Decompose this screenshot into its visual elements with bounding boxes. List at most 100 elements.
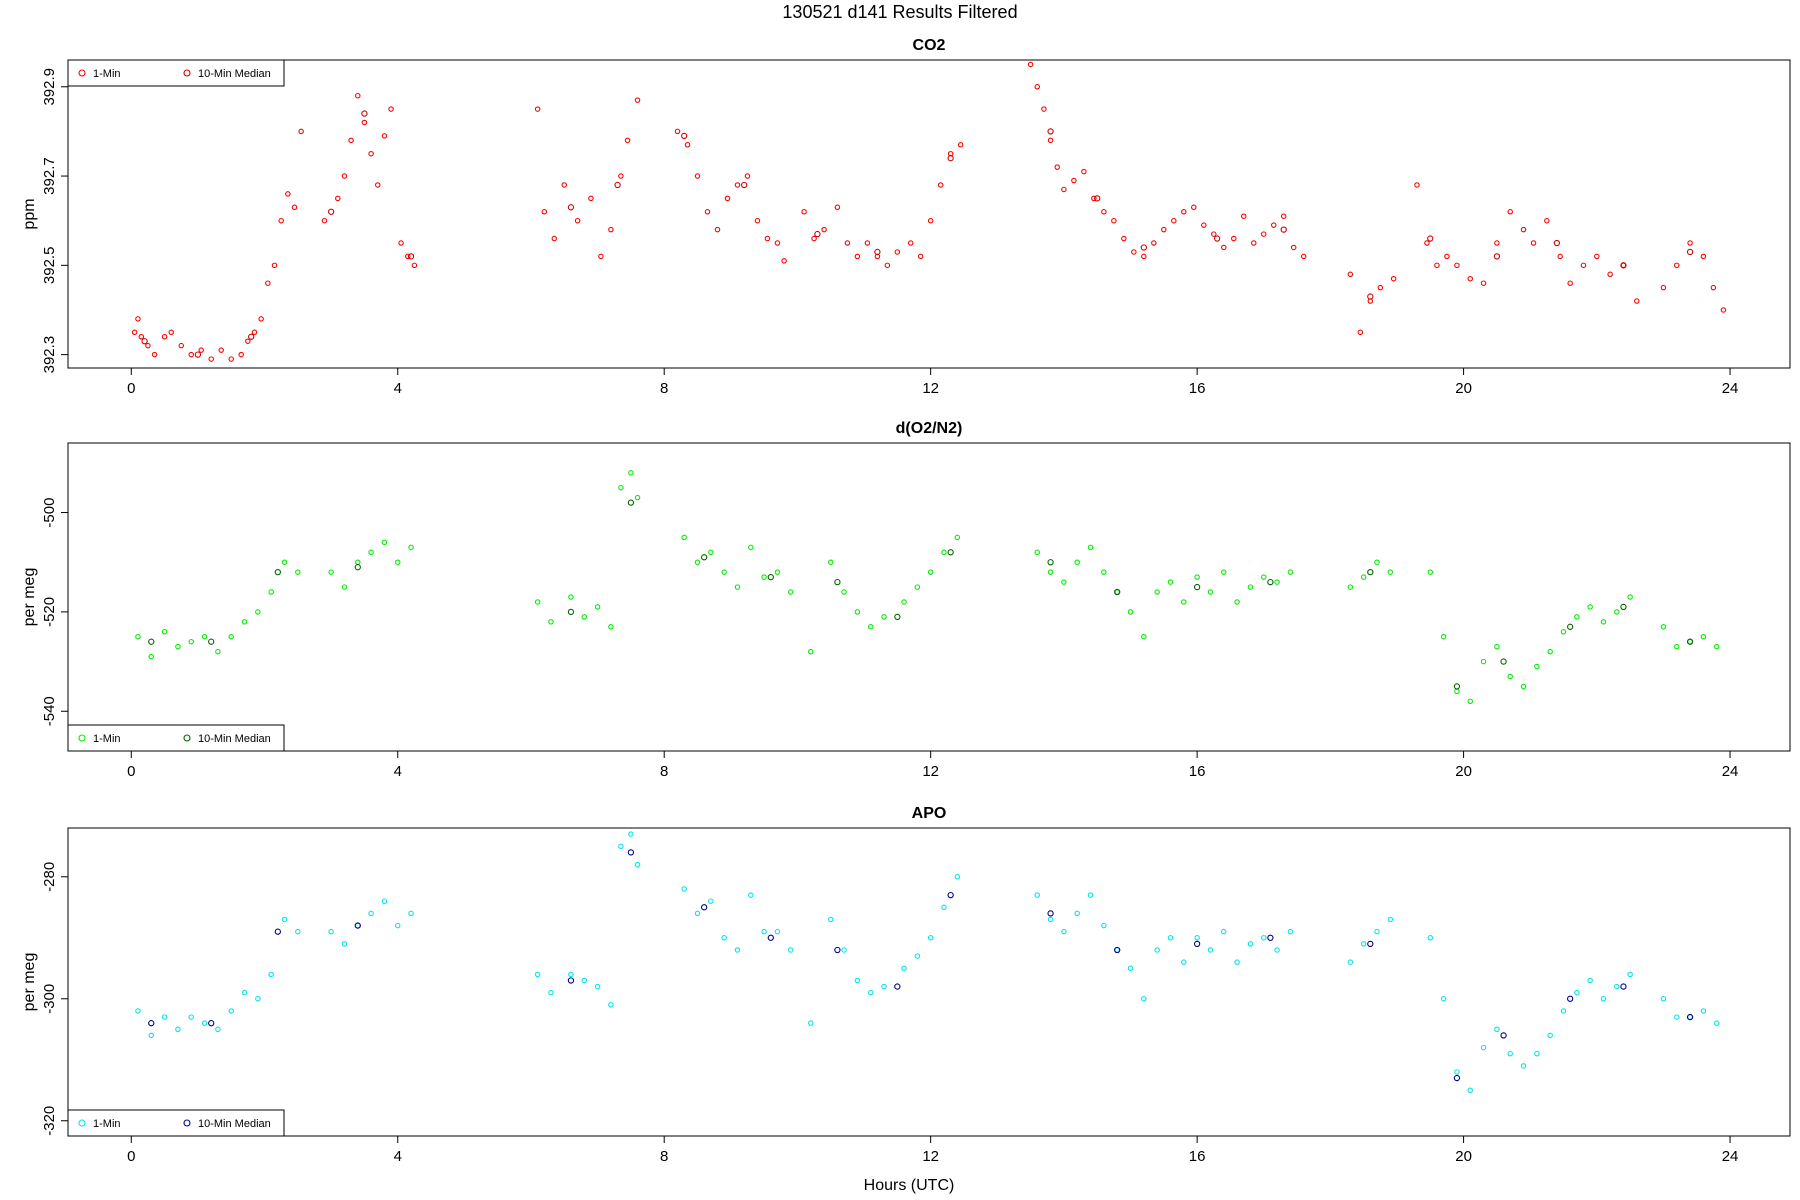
data-point xyxy=(808,648,814,655)
data-point xyxy=(1440,633,1447,640)
plot-frame xyxy=(67,442,1791,752)
data-point xyxy=(1167,935,1174,941)
data-point xyxy=(1454,688,1460,695)
y-tick-label: -320 xyxy=(41,1106,58,1136)
data-point xyxy=(594,604,601,610)
data-point xyxy=(1047,910,1054,917)
data-point xyxy=(721,935,727,941)
x-tick-label: 0 xyxy=(127,380,135,397)
data-point xyxy=(1544,217,1550,224)
data-point xyxy=(1360,941,1367,947)
data-point xyxy=(534,106,541,112)
data-point xyxy=(567,608,575,616)
data-point xyxy=(1674,643,1680,650)
data-point xyxy=(1234,959,1240,965)
data-point xyxy=(788,589,794,595)
data-point xyxy=(255,609,261,615)
data-point xyxy=(881,614,887,620)
x-tick-label: 4 xyxy=(394,1148,402,1165)
legend-label: 10-Min Median xyxy=(198,1118,271,1130)
data-point xyxy=(634,97,641,103)
data-point xyxy=(1494,643,1500,650)
data-point xyxy=(1141,253,1147,260)
data-point xyxy=(1467,698,1473,705)
data-point xyxy=(1467,1087,1473,1094)
data-point xyxy=(1171,217,1177,224)
data-point xyxy=(321,217,328,224)
data-point xyxy=(834,204,841,211)
data-point xyxy=(744,173,751,179)
data-point xyxy=(141,338,148,345)
data-point xyxy=(834,946,841,954)
data-point xyxy=(1520,1063,1527,1069)
data-point xyxy=(1620,603,1627,611)
data-point xyxy=(394,559,401,565)
data-point xyxy=(1687,240,1693,246)
data-point xyxy=(1660,624,1667,630)
data-point xyxy=(1047,569,1054,575)
data-point xyxy=(1094,195,1101,202)
x-tick-label: 12 xyxy=(922,380,939,397)
data-point xyxy=(295,569,301,575)
data-point xyxy=(1530,240,1537,246)
data-point xyxy=(1660,996,1667,1002)
data-point xyxy=(1041,106,1047,112)
data-point xyxy=(681,886,687,892)
data-point xyxy=(1111,217,1117,224)
data-point xyxy=(1207,589,1214,595)
data-point xyxy=(1047,137,1054,144)
x-tick-label: 24 xyxy=(1722,380,1739,397)
legend-marker xyxy=(183,734,191,742)
data-point xyxy=(827,916,834,923)
data-point xyxy=(628,831,634,837)
data-point xyxy=(588,195,594,202)
data-point xyxy=(1480,1044,1487,1051)
data-point xyxy=(1507,209,1513,215)
data-point xyxy=(1034,892,1040,898)
legend-marker xyxy=(78,1119,86,1127)
data-point xyxy=(1453,683,1461,690)
data-point xyxy=(1121,235,1127,242)
data-point xyxy=(1181,959,1187,965)
data-point xyxy=(1151,240,1157,246)
data-point xyxy=(208,638,215,645)
data-point xyxy=(1211,231,1217,237)
x-tick-label: 8 xyxy=(660,380,668,397)
data-point xyxy=(281,559,288,565)
data-point xyxy=(274,569,281,576)
data-point xyxy=(1553,239,1560,247)
data-point xyxy=(1300,253,1307,260)
data-point xyxy=(1377,284,1384,291)
x-tick-label: 20 xyxy=(1455,380,1472,397)
data-point xyxy=(764,235,771,242)
data-point xyxy=(881,983,887,990)
data-point xyxy=(1274,947,1280,953)
data-point xyxy=(1560,629,1567,635)
data-point xyxy=(1091,195,1097,202)
data-point xyxy=(208,1020,215,1027)
panel-o2n2: d(O2/N2) 0 4 8 12 16 20 24 -500 -520 -540 per meg 1-… xyxy=(21,420,1791,780)
data-point xyxy=(1700,1008,1707,1014)
data-point xyxy=(175,1026,181,1033)
data-point xyxy=(684,142,691,148)
data-point xyxy=(1434,262,1440,269)
data-point xyxy=(1101,569,1107,575)
data-point xyxy=(1607,271,1613,278)
y-tick-label: -540 xyxy=(41,696,58,726)
data-point xyxy=(864,240,871,246)
data-point xyxy=(1520,226,1527,233)
data-point xyxy=(1507,673,1513,680)
data-point xyxy=(1181,209,1187,215)
data-point xyxy=(1674,1014,1680,1020)
data-point xyxy=(957,142,964,148)
data-point xyxy=(1140,244,1147,251)
data-point xyxy=(1627,971,1633,978)
data-point xyxy=(1444,253,1450,260)
data-point xyxy=(161,629,168,635)
data-point xyxy=(1027,61,1034,68)
data-point xyxy=(808,1020,814,1026)
data-point xyxy=(1367,940,1374,948)
data-point xyxy=(681,534,687,541)
data-point xyxy=(268,971,274,978)
data-point xyxy=(694,559,701,565)
